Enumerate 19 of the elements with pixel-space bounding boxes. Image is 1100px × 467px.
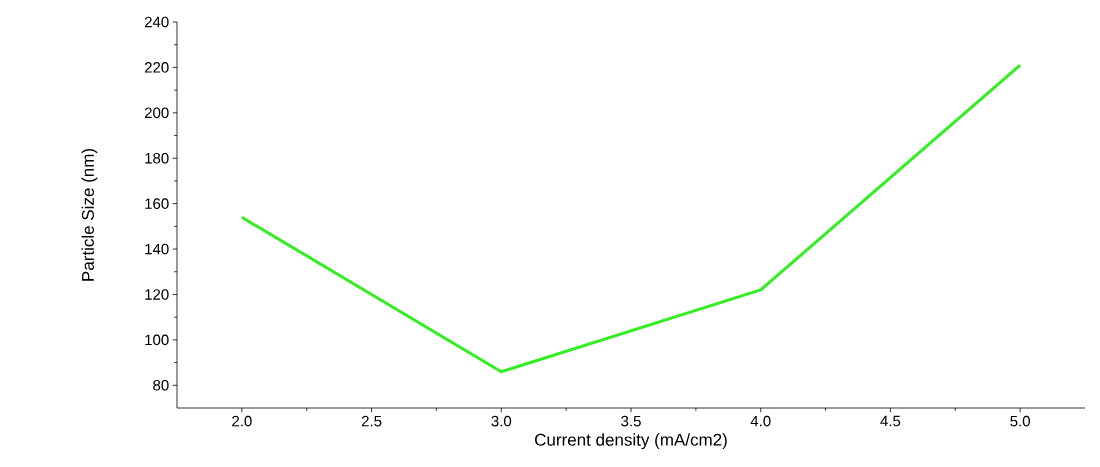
x-tick-label: 3.0 xyxy=(491,415,512,427)
x-axis-title: Current density (mA/cm2) xyxy=(535,433,727,450)
y-axis-title: Particle Size (nm) xyxy=(81,149,98,281)
line-series xyxy=(240,63,1022,374)
y-tick-label: 100 xyxy=(145,334,169,346)
y-tick-label: 220 xyxy=(144,62,169,73)
y-tick-label: 240 xyxy=(144,16,169,28)
y-tick-label: 80 xyxy=(153,379,169,391)
y-tick-label: 120 xyxy=(145,289,169,300)
x-tick-label: 5.0 xyxy=(1010,415,1030,427)
y-tick-label: 180 xyxy=(145,152,169,164)
x-tick-label: 3.5 xyxy=(621,415,641,427)
y-tick-label: 160 xyxy=(145,198,169,209)
y-tick-label: 140 xyxy=(145,243,169,255)
x-tick-label: 4.5 xyxy=(880,415,901,427)
x-tick-label: 2.0 xyxy=(232,415,252,427)
y-tick-label: 200 xyxy=(144,107,169,119)
x-tick-label: 2.5 xyxy=(361,415,382,427)
x-tick-label: 4.0 xyxy=(750,415,771,427)
